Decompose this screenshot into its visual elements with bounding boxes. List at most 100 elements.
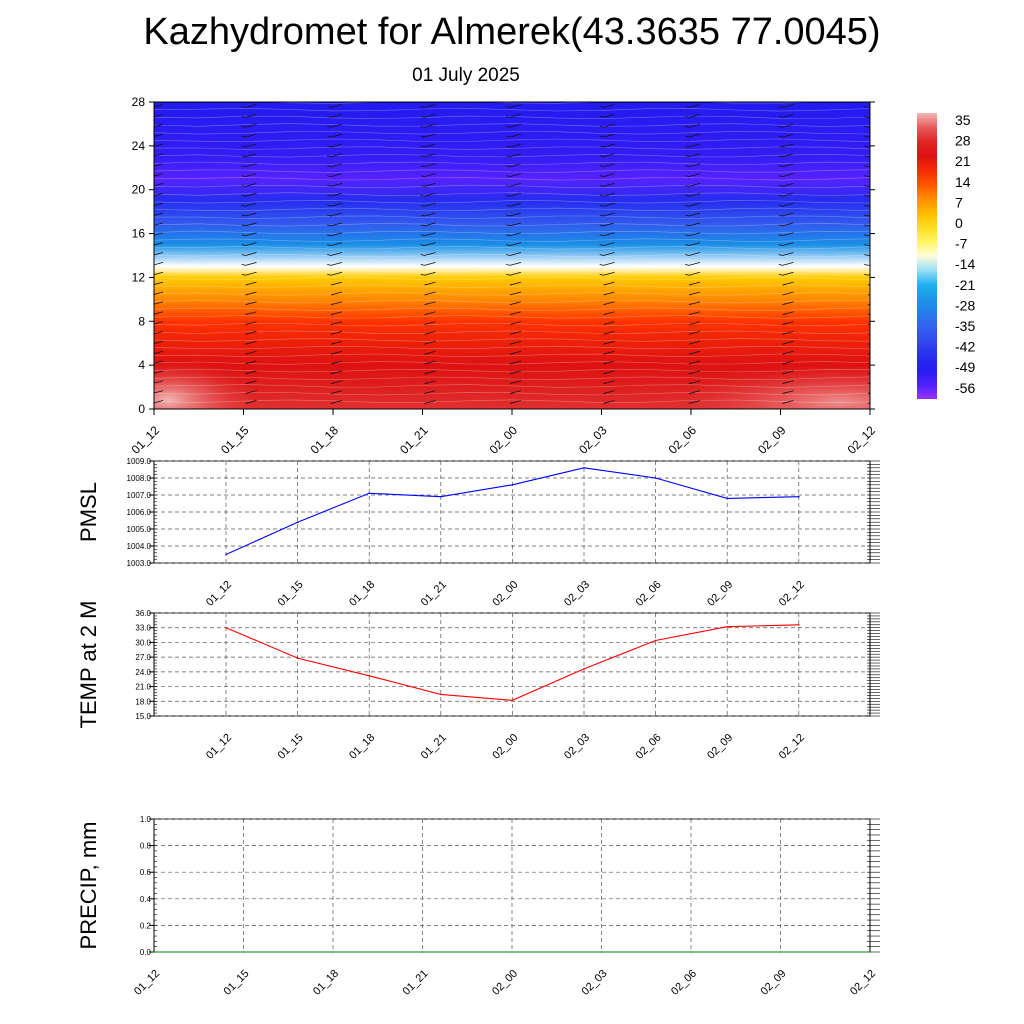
wind-barb <box>245 400 257 404</box>
wind-barb <box>424 311 436 316</box>
wind-barb <box>420 163 436 168</box>
wind-barb <box>241 133 257 138</box>
x-tick-label: 01_15 <box>276 732 306 762</box>
wind-barb <box>506 114 522 118</box>
wind-barb <box>327 183 343 187</box>
wind-barb <box>778 212 794 217</box>
colorbar-label: -28 <box>955 297 975 313</box>
wind-barb <box>688 350 701 355</box>
wind-barb <box>327 192 343 197</box>
contour-line <box>154 384 870 388</box>
contour-line <box>154 315 870 319</box>
wind-barb <box>420 153 436 158</box>
series-point <box>798 623 800 626</box>
wind-barb <box>241 222 257 227</box>
colorbar-bar <box>917 113 937 399</box>
wind-barb <box>424 360 436 365</box>
wind-barb <box>154 252 164 256</box>
y-tick-label: 1008.0 <box>127 474 152 483</box>
wind-barb <box>506 202 522 207</box>
wind-barb <box>327 202 343 207</box>
wind-barb <box>603 350 615 355</box>
wind-barb <box>506 104 522 108</box>
wind-barb <box>154 143 164 147</box>
wind-barb <box>599 173 615 177</box>
contour-line <box>154 115 870 120</box>
wind-barb <box>688 331 701 335</box>
wind-barb <box>154 183 164 187</box>
series-point <box>583 668 585 670</box>
wind-barb <box>245 291 257 296</box>
series-point <box>511 951 513 953</box>
series-point <box>368 674 371 677</box>
wind-barb <box>509 281 522 286</box>
wind-barb <box>782 301 794 306</box>
wind-barb <box>245 331 257 335</box>
wind-barb <box>330 360 343 365</box>
wind-barb <box>420 133 436 138</box>
wind-barb <box>603 370 615 375</box>
contour-line <box>154 123 870 127</box>
wind-barb <box>327 153 343 158</box>
y-tick-label: 24 <box>132 139 146 153</box>
wind-barb <box>245 380 257 385</box>
wind-barb <box>330 350 343 355</box>
wind-barb <box>424 301 436 306</box>
y-tick-label: 0.6 <box>140 868 152 877</box>
x-tick-label: 02_09 <box>755 423 789 457</box>
wind-barb <box>603 331 615 335</box>
wind-barb <box>603 390 615 394</box>
wind-barb <box>778 222 794 227</box>
wind-barb <box>506 123 522 128</box>
y-tick-label: 0.4 <box>140 895 152 904</box>
x-tick-label: 02_12 <box>777 579 807 609</box>
wind-barb <box>509 350 522 355</box>
x-tick-label: 02_06 <box>634 579 664 609</box>
wind-barb <box>154 133 164 137</box>
series-point <box>511 699 514 702</box>
wind-barb <box>685 104 701 108</box>
wind-barb <box>327 104 343 108</box>
cross-section-panel: 0 4 8 12 16 20 24 28 01_12 01_15 01_18 01_21 02_00 02… <box>129 95 879 457</box>
wind-barb <box>599 232 615 237</box>
series-point <box>869 951 871 953</box>
wind-barb <box>330 380 343 385</box>
wind-barb <box>509 301 522 306</box>
panel-ylabel: TEMP at 2 M <box>76 601 101 729</box>
wind-barb <box>688 301 701 306</box>
x-tick-label: 01_15 <box>218 423 252 457</box>
wind-barb <box>241 104 257 108</box>
y-tick-label: 27.0 <box>135 653 151 662</box>
x-tick-label: 02_12 <box>845 423 879 457</box>
wind-barb <box>599 252 615 256</box>
contour-line <box>154 276 870 281</box>
wind-barb <box>420 123 436 128</box>
wind-barb <box>685 133 701 138</box>
x-tick-label: 01_18 <box>308 423 342 457</box>
wind-barb <box>506 133 522 138</box>
colorbar-label: 14 <box>955 174 971 190</box>
wind-barb <box>241 212 257 217</box>
wind-barb <box>154 202 164 207</box>
contour-line <box>154 177 870 181</box>
wind-barb <box>778 133 794 138</box>
wind-barb <box>241 271 257 276</box>
wind-barb <box>154 114 164 118</box>
wind-barb <box>685 271 701 276</box>
x-tick-label: 02_03 <box>562 579 592 609</box>
wind-barb <box>685 232 701 237</box>
wind-barb <box>685 114 701 118</box>
wind-barb <box>506 232 522 237</box>
wind-barb <box>327 123 343 128</box>
y-tick-label: 0 <box>138 402 145 416</box>
wind-barb <box>782 340 794 345</box>
wind-barb <box>782 321 794 325</box>
hotspot-right <box>670 364 870 409</box>
wind-barb <box>688 321 701 325</box>
x-tick-label: 02_12 <box>848 968 878 998</box>
series-point <box>726 625 728 628</box>
wind-barb <box>241 252 257 256</box>
wind-barb <box>330 291 343 296</box>
x-tick-label: 01_12 <box>129 423 163 457</box>
